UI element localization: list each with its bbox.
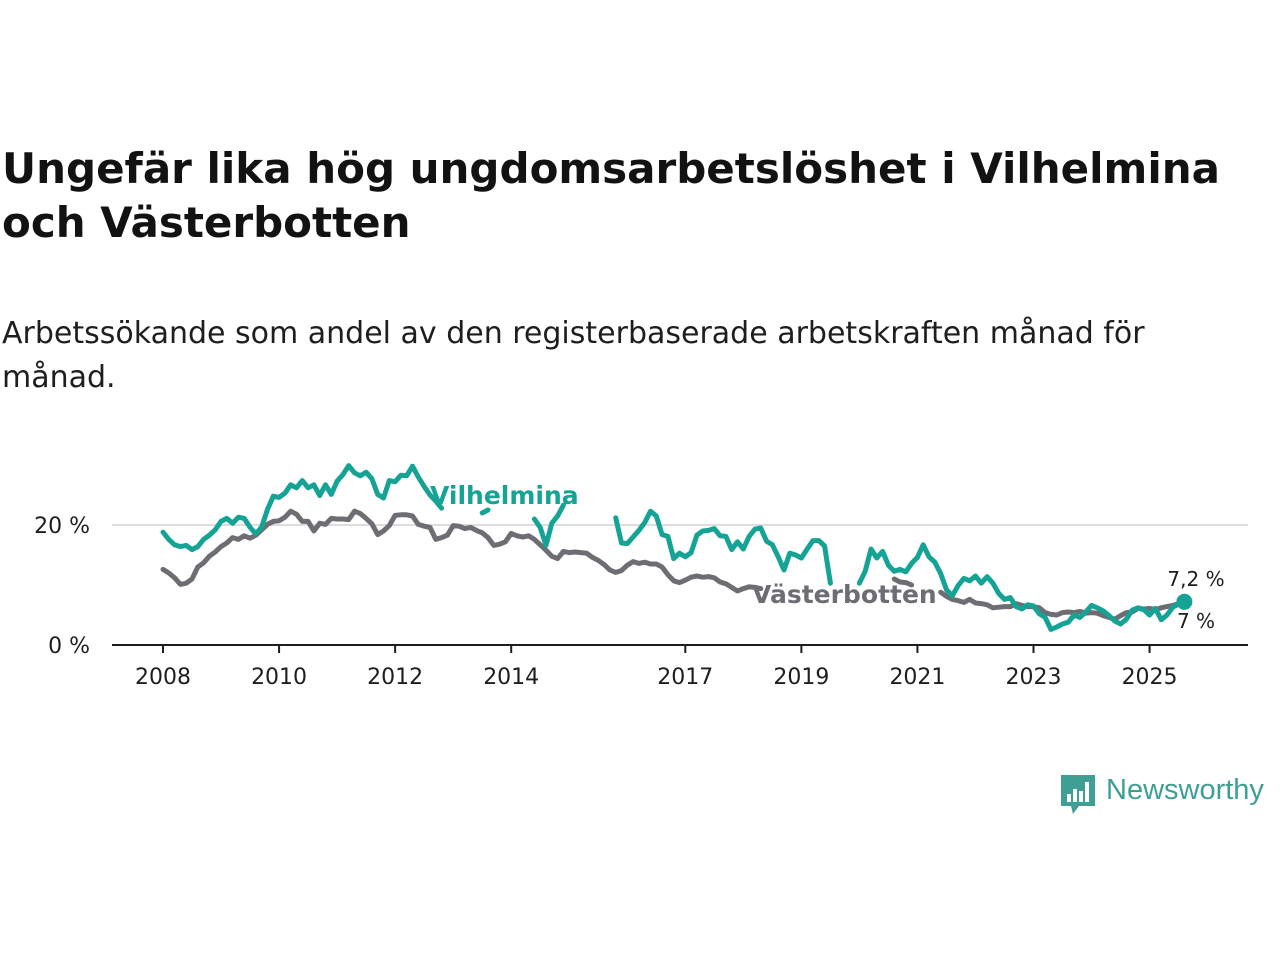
y-tick-label: 0 % [48, 634, 90, 659]
x-tick-label: 2017 [657, 665, 713, 690]
x-tick-label: 2014 [483, 665, 539, 690]
y-tick-label: 20 % [34, 514, 90, 539]
series-label-vasterbotten: Västerbotten [752, 580, 937, 609]
chart-subtitle: Arbetssökande som andel av den registerb… [2, 316, 1145, 395]
x-tick-label: 2023 [1006, 665, 1062, 690]
newsworthy-logo-icon [1061, 775, 1095, 814]
series-line-vilhelmina [160, 463, 1187, 632]
newsworthy-logo[interactable]: Newsworthy [1058, 772, 1280, 820]
line-chart: 0 % 20 % 2008 2010 2012 2014 2017 2019 2021 2023… [34, 463, 1248, 690]
x-tick-label: 2025 [1122, 665, 1178, 690]
brand-name: Newsworthy [1106, 774, 1264, 806]
x-tick-label: 2019 [773, 665, 829, 690]
end-label-vilhelmina: 7,2 % [1167, 567, 1224, 591]
y-axis: 0 % 20 % [34, 514, 90, 659]
series-labels: Vilhelmina Västerbotten 7,2 % 7 % [430, 481, 1225, 633]
x-tick-label: 2008 [135, 665, 191, 690]
x-tick-label: 2010 [251, 665, 307, 690]
x-tick-label: 2021 [889, 665, 945, 690]
chart-title: Ungefär lika hög ungdomsarbetslöshet i V… [2, 144, 1220, 247]
x-tick-label: 2012 [367, 665, 423, 690]
series-lines [160, 463, 1187, 632]
x-axis: 2008 2010 2012 2014 2017 2019 2021 2023 2025 [112, 644, 1248, 690]
end-label-vasterbotten: 7 % [1177, 609, 1215, 633]
series-label-vilhelmina: Vilhelmina [430, 481, 579, 510]
endpoint-marker [1176, 593, 1193, 610]
